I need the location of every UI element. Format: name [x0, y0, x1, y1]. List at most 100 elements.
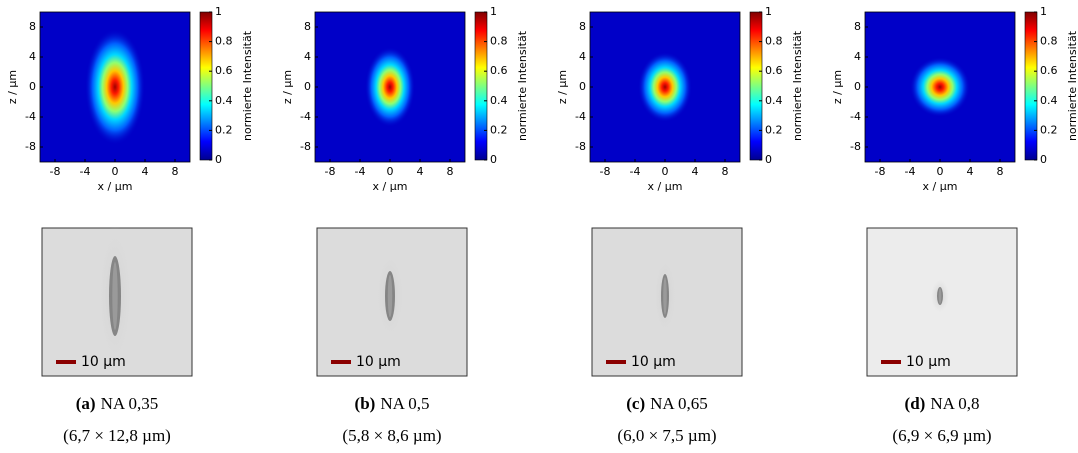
x-tick-label: -4 — [905, 165, 916, 178]
colorbar-tick-label: 0.8 — [215, 35, 233, 48]
scale-bar-label: 10 µm — [81, 354, 126, 370]
y-tick-label: -4 — [300, 110, 311, 123]
caption: (a) NA 0,35 — [76, 394, 158, 413]
y-tick-label: 4 — [304, 50, 311, 63]
colorbar — [1024, 11, 1038, 161]
damage-core — [663, 277, 667, 315]
intensity-spot — [638, 52, 692, 122]
y-tick-label: -4 — [25, 110, 36, 123]
caption-size: (6,7 × 12,8 µm) — [63, 426, 171, 445]
caption: (d) NA 0,8 — [905, 394, 980, 413]
colorbar-tick-label: 0.8 — [1040, 35, 1058, 48]
x-tick-label: -4 — [630, 165, 641, 178]
colorbar-tick-label: 0 — [215, 153, 222, 166]
y-tick-label: -8 — [25, 140, 36, 153]
y-tick-label: -8 — [300, 140, 311, 153]
caption-size: (6,9 × 6,9 µm) — [892, 426, 991, 445]
x-tick-label: -8 — [325, 165, 336, 178]
x-axis-label: x / µm — [923, 180, 958, 193]
y-tick-label: -4 — [575, 110, 586, 123]
colorbar-tick-label: 0.4 — [1040, 94, 1058, 107]
caption-title: NA 0,5 — [380, 394, 429, 413]
x-axis-label: x / µm — [373, 180, 408, 193]
x-tick-label: -8 — [875, 165, 886, 178]
colorbar-tick-label: 1 — [1040, 5, 1047, 18]
x-tick-label: 4 — [417, 165, 424, 178]
y-axis-label: z / µm — [6, 70, 19, 104]
x-tick-label: -8 — [600, 165, 611, 178]
colorbar-tick-label: 0.4 — [215, 94, 233, 107]
y-axis-label: z / µm — [281, 70, 294, 104]
x-tick-label: 0 — [387, 165, 394, 178]
colorbar-tick-label: 0.2 — [1040, 123, 1058, 136]
colorbar-tick-label: 0.6 — [765, 64, 783, 77]
colorbar-tick-label: 0 — [490, 153, 497, 166]
y-tick-label: 8 — [29, 20, 36, 33]
y-tick-label: 0 — [29, 80, 36, 93]
colorbar-tick-label: 0 — [765, 153, 772, 166]
y-axis-label: z / µm — [831, 70, 844, 104]
panel: -8 -4 0 4 8 8 4 0 -4 -8 x / µm z / µm 0 0.2 0.4 0.6 0.8 1… — [831, 5, 1078, 445]
colorbar — [199, 11, 213, 161]
y-tick-label: 0 — [854, 80, 861, 93]
colorbar-tick-label: 0.2 — [765, 123, 783, 136]
intensity-spot — [910, 57, 970, 117]
scale-bar-label: 10 µm — [356, 354, 401, 370]
x-axis-label: x / µm — [98, 180, 133, 193]
intensity-spot — [85, 29, 145, 145]
caption-title: NA 0,8 — [930, 394, 979, 413]
y-tick-label: -4 — [850, 110, 861, 123]
colorbar-tick-label: 0.8 — [490, 35, 508, 48]
caption: (b) NA 0,5 — [355, 394, 430, 413]
x-tick-label: 4 — [967, 165, 974, 178]
x-tick-label: 8 — [722, 165, 729, 178]
y-tick-label: 4 — [29, 50, 36, 63]
x-axis-label: x / µm — [648, 180, 683, 193]
y-tick-label: -8 — [575, 140, 586, 153]
x-tick-label: -4 — [80, 165, 91, 178]
colorbar — [474, 11, 488, 161]
x-tick-label: 0 — [112, 165, 119, 178]
x-tick-label: -8 — [50, 165, 61, 178]
colorbar-tick-label: 0.2 — [490, 123, 508, 136]
y-tick-label: -8 — [850, 140, 861, 153]
panel: -8 -4 0 4 8 8 4 0 -4 -8 x / µm z / µm 0 0.2 0.4 0.6 0.8 1… — [6, 5, 254, 445]
colorbar-tick-label: 1 — [215, 5, 222, 18]
caption-label: (b) — [355, 394, 376, 413]
caption-size: (6,0 × 7,5 µm) — [617, 426, 716, 445]
colorbar-tick-label: 0.6 — [1040, 64, 1058, 77]
y-tick-label: 4 — [854, 50, 861, 63]
y-tick-label: 8 — [854, 20, 861, 33]
x-tick-label: 4 — [692, 165, 699, 178]
x-tick-label: 0 — [937, 165, 944, 178]
caption-title: NA 0,35 — [101, 394, 159, 413]
x-tick-label: 8 — [172, 165, 179, 178]
damage-core — [938, 288, 942, 304]
colorbar-label: normierte Intensität — [1066, 30, 1078, 141]
x-tick-label: 0 — [662, 165, 669, 178]
y-tick-label: 4 — [579, 50, 586, 63]
caption-size: (5,8 × 8,6 µm) — [342, 426, 441, 445]
x-tick-label: -4 — [355, 165, 366, 178]
colorbar-tick-label: 0.6 — [490, 64, 508, 77]
colorbar-tick-label: 0.8 — [765, 35, 783, 48]
colorbar-tick-label: 0 — [1040, 153, 1047, 166]
caption: (c) NA 0,65 — [626, 394, 708, 413]
y-tick-label: 8 — [579, 20, 586, 33]
caption-label: (c) — [626, 394, 645, 413]
y-tick-label: 0 — [304, 80, 311, 93]
scale-bar-label: 10 µm — [906, 354, 951, 370]
panel: -8 -4 0 4 8 8 4 0 -4 -8 x / µm z / µm 0 0.2 0.4 0.6 0.8 1… — [281, 5, 529, 445]
colorbar-tick-label: 1 — [490, 5, 497, 18]
y-tick-label: 8 — [304, 20, 311, 33]
damage-core — [112, 262, 118, 330]
colorbar-tick-label: 0.6 — [215, 64, 233, 77]
x-tick-label: 8 — [997, 165, 1004, 178]
colorbar-label: normierte Intensität — [516, 30, 529, 141]
x-tick-label: 4 — [142, 165, 149, 178]
colorbar-tick-label: 0.2 — [215, 123, 233, 136]
caption-title: NA 0,65 — [650, 394, 708, 413]
damage-core — [387, 274, 393, 318]
x-tick-label: 8 — [447, 165, 454, 178]
